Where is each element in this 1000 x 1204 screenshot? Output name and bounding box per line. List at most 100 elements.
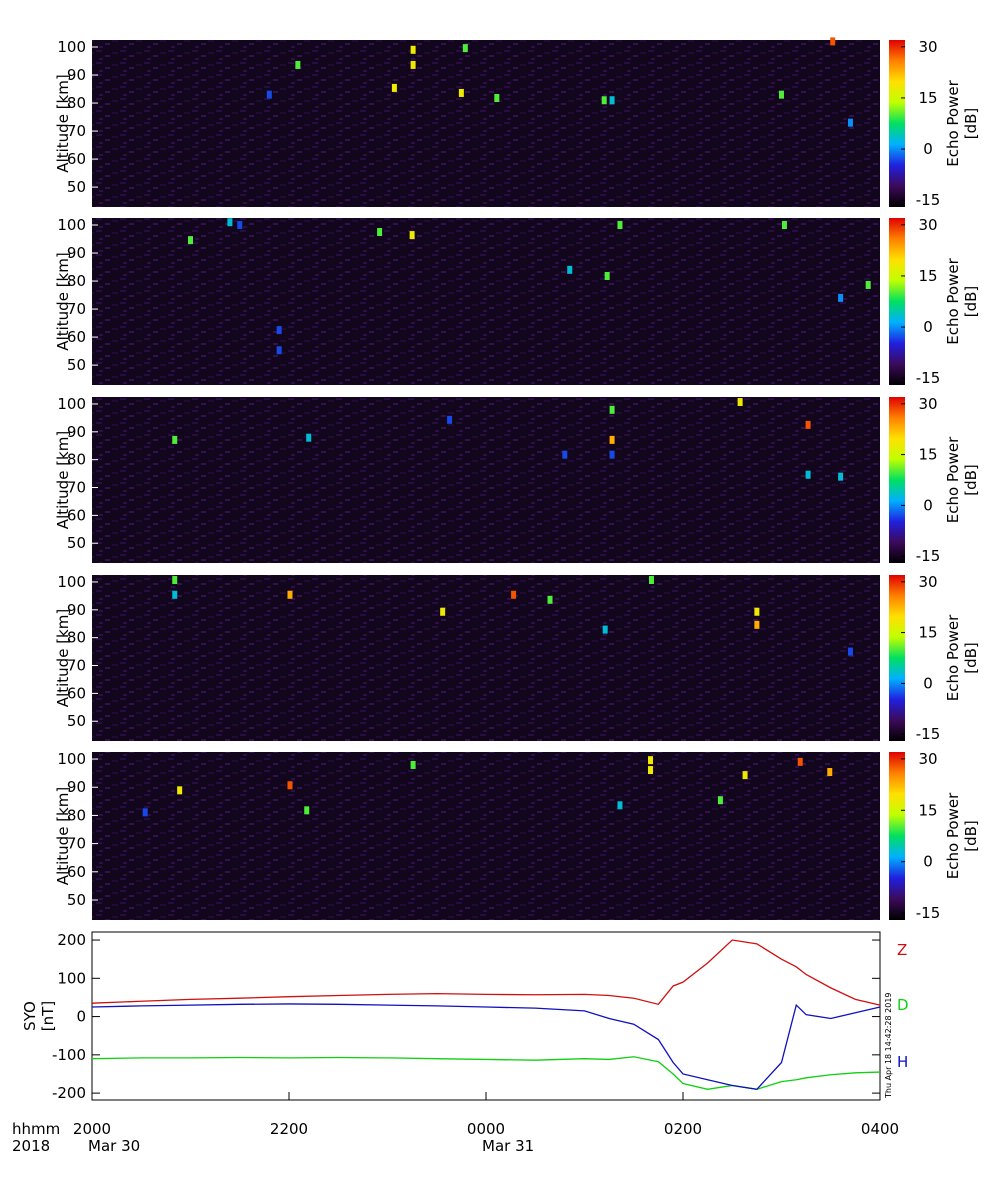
echo-cell [617,801,623,810]
colorbar [889,218,905,385]
y-tick-label: 100 [57,573,86,591]
echo-cell [410,760,416,769]
y-tick-label: 70 [67,657,86,675]
y-tick-label: 90 [67,778,86,796]
y-tick-label: 70 [67,300,86,318]
echo-cell [617,221,623,230]
y-tick-label: 60 [67,328,86,346]
echo-cell [237,221,243,230]
colorbar-tick-label: 0 [923,318,933,336]
echo-cell [609,435,615,444]
y-tick-label: 80 [67,272,86,290]
x-tick-label: 0200 [664,1120,702,1138]
echo-cell [410,45,416,54]
colorbar-label: Echo Power [944,79,962,166]
y-tick-label: 100 [57,750,86,768]
echo-cell [287,781,293,790]
colorbar-tick-label: 30 [918,573,937,591]
series-line [91,939,881,1006]
echo-cell [717,796,723,805]
heatmap-background [92,752,880,920]
date-label: Mar 30 [88,1137,140,1155]
x-tick-label: 2000 [73,1120,111,1138]
echo-cell [865,280,871,289]
colorbar-tick-label: 15 [918,624,937,642]
echo-cell [458,88,464,97]
echo-cell [562,450,568,459]
echo-cell [609,405,615,414]
echo-cell [440,607,446,616]
colorbar-label: [dB] [962,820,980,852]
echo-cell [304,806,310,815]
y-tick-label: 90 [67,66,86,84]
echo-cell [172,435,178,444]
colorbar-label: Echo Power [944,792,962,879]
echo-cell [601,96,607,105]
timestamp: Thu Apr 18 14:42:28 2019 [884,992,893,1099]
echo-cell [647,756,653,765]
colorbar [889,752,905,920]
echo-cell [742,771,748,780]
heatmap-background [92,397,880,563]
y-axis-label: Altitude [km] [54,252,72,350]
legend-label: H [897,1053,908,1071]
y-tick-label: 100 [57,38,86,56]
y-tick-label: 60 [67,506,86,524]
colorbar [889,397,905,563]
colorbar-label: Echo Power [944,257,962,344]
echo-cell [827,768,833,777]
colorbar-tick-label: -15 [916,369,941,387]
y-axis-label: Altitude [km] [54,609,72,707]
y-axis-label: SYO [21,1001,39,1031]
echo-cell [391,83,397,92]
echo-cell [494,94,500,103]
echo-cell [276,346,282,355]
echo-cell [266,90,272,99]
echo-cell [754,620,760,629]
y-tick-label: 100 [57,395,86,413]
echo-cell [276,326,282,335]
colorbar-tick-label: 15 [918,801,937,819]
colorbar-tick-label: -15 [916,904,941,922]
y-tick-label: 100 [57,216,86,234]
echo-cell [609,96,615,105]
series-line [91,1003,881,1090]
echo-cell [830,37,836,46]
echo-cell [287,590,293,599]
y-tick-label: 80 [67,94,86,112]
x-tick-label: 2200 [270,1120,308,1138]
echo-cell [609,450,615,459]
legend-label: Z [897,941,907,959]
y-tick-label: 60 [67,863,86,881]
colorbar [889,575,905,741]
y-tick-label: 50 [67,534,86,552]
echo-cell [647,766,653,775]
echo-cell [447,415,453,424]
x-axis-label: hhmm [12,1120,60,1138]
echo-cell [779,90,784,99]
y-tick-label: 70 [67,835,86,853]
echo-cell [511,590,517,599]
y-axis-label: Altitude [km] [54,431,72,529]
y-tick-label: -200 [52,1084,86,1102]
y-tick-label: 80 [67,451,86,469]
echo-cell [737,398,743,407]
colorbar-label: [dB] [962,642,980,674]
y-tick-label: 90 [67,244,86,262]
y-tick-label: 50 [67,891,86,909]
echo-cell [409,231,415,240]
y-axis-label: [nT] [39,1001,57,1031]
colorbar-tick-label: 30 [918,216,937,234]
echo-cell [604,272,610,281]
y-tick-label: 80 [67,629,86,647]
colorbar-tick-label: 0 [923,140,933,158]
y-tick-label: 80 [67,806,86,824]
y-tick-label: 90 [67,423,86,441]
x-tick-label: 0400 [861,1120,899,1138]
echo-cell [754,607,760,616]
echo-cell [567,265,573,274]
echo-cell [177,786,183,795]
colorbar-label: Echo Power [944,436,962,523]
y-tick-label: 90 [67,601,86,619]
